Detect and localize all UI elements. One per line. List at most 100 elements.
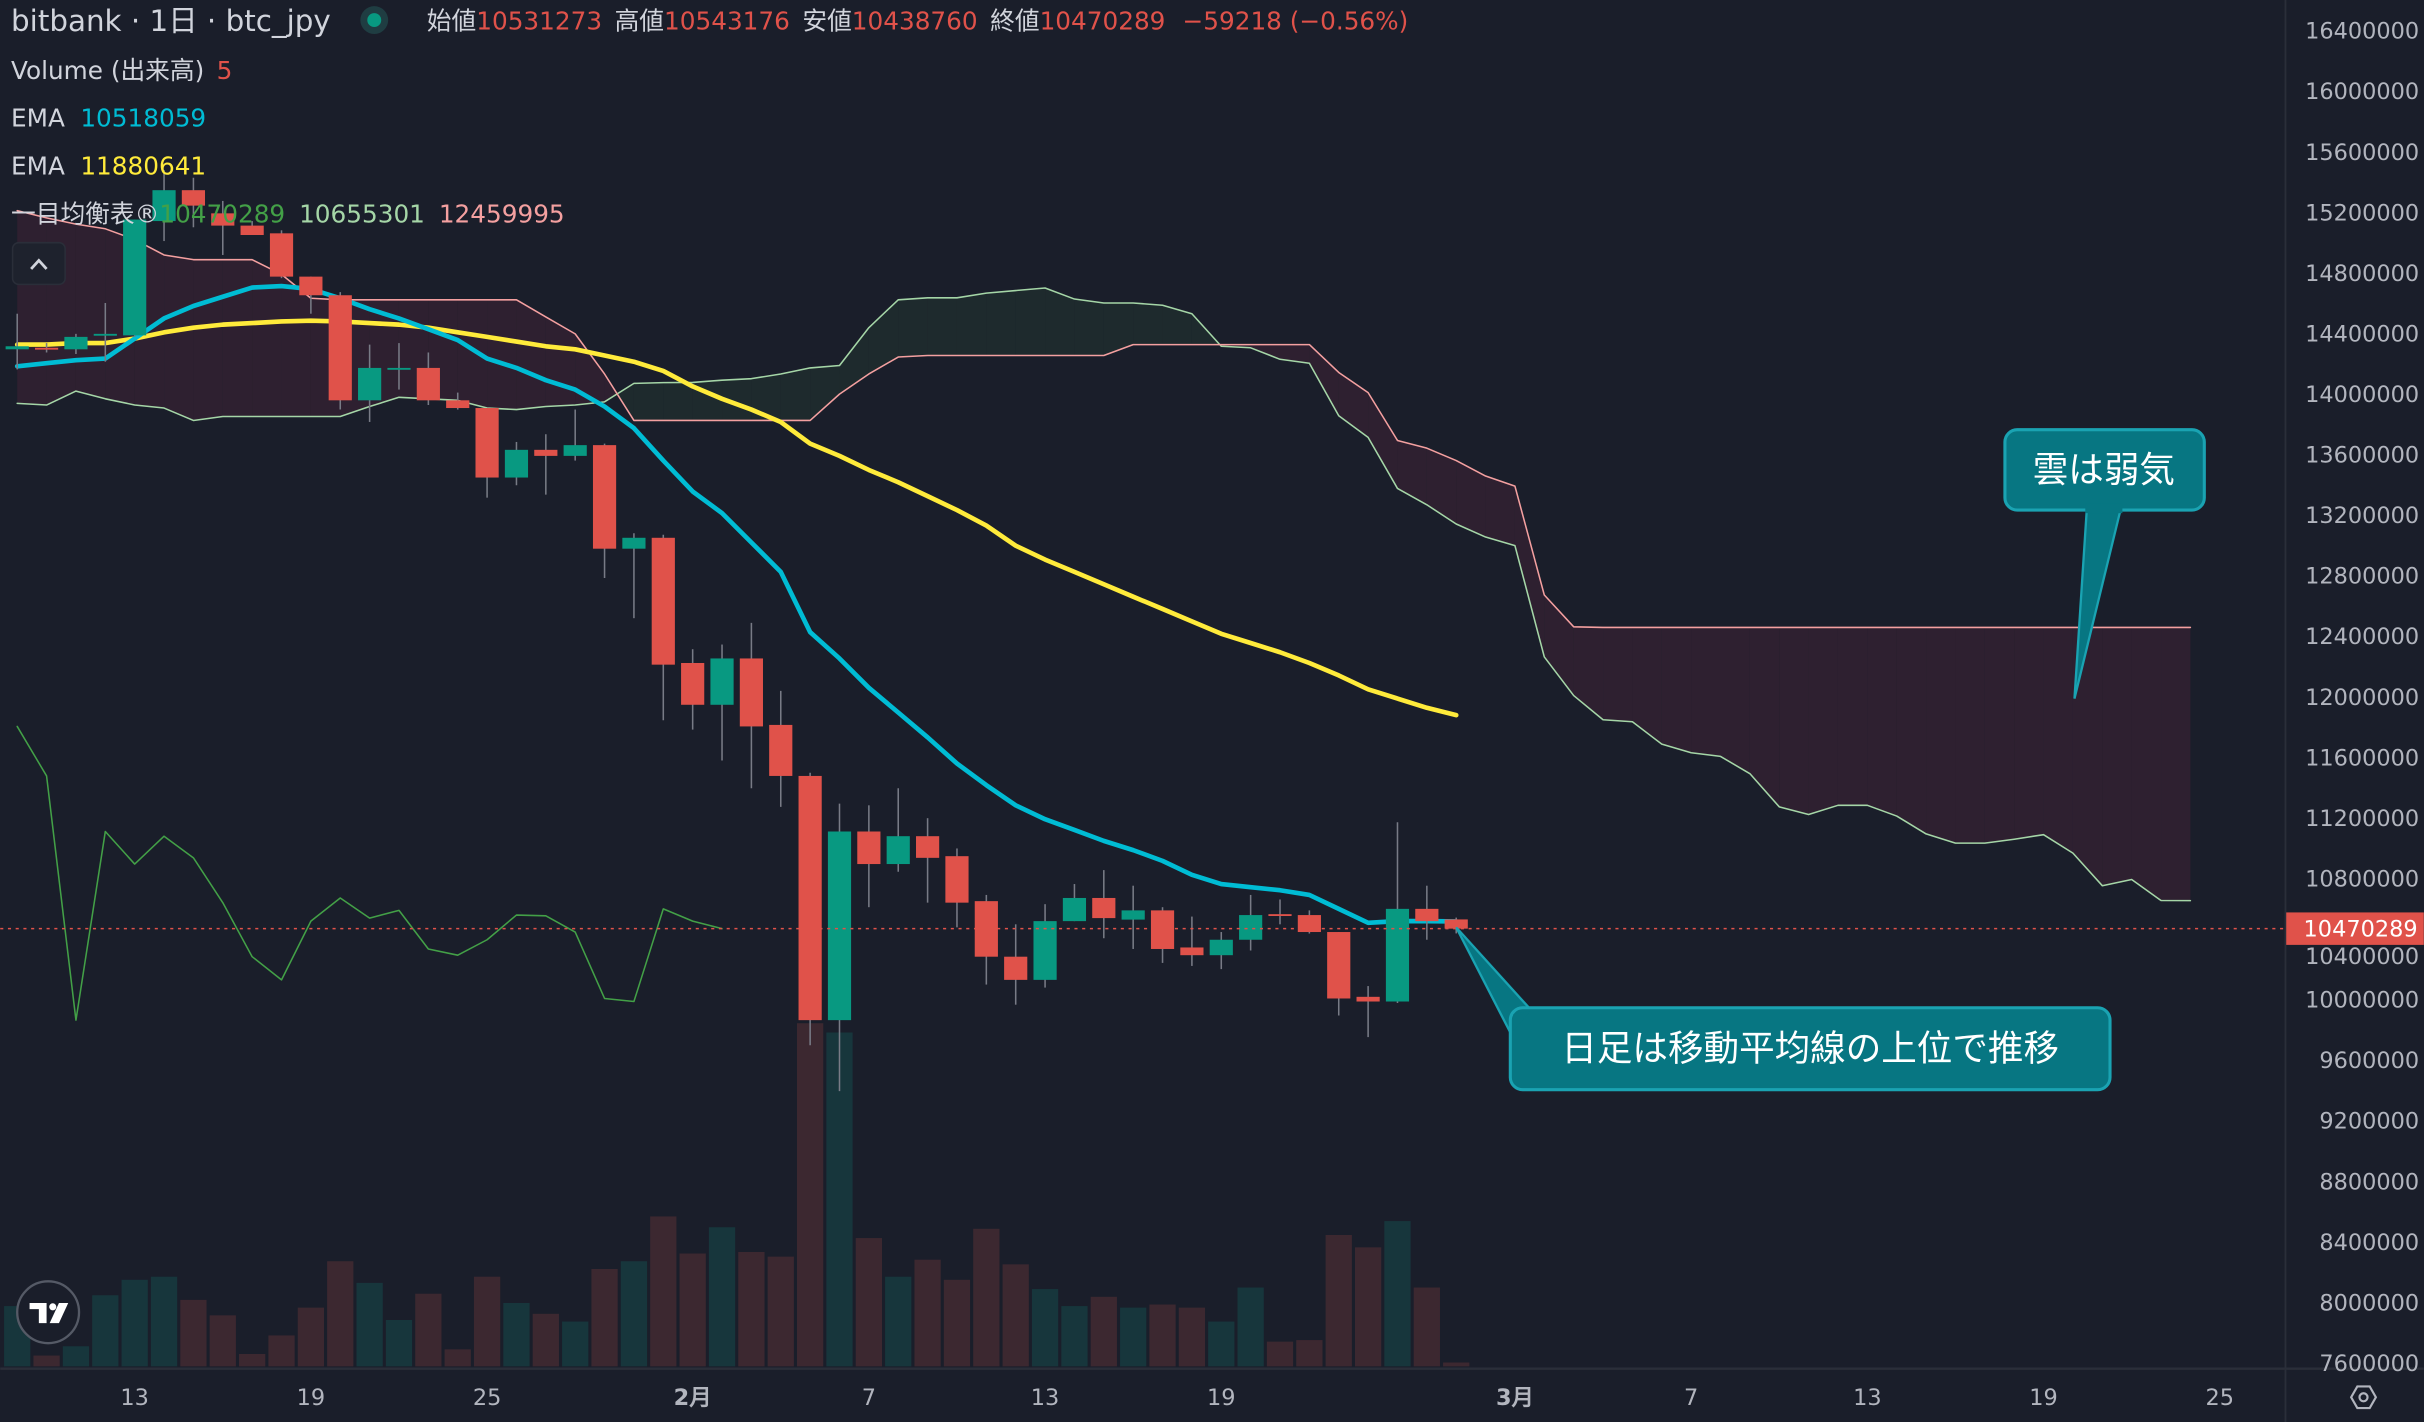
candle: [416, 352, 440, 406]
candle-body: [93, 333, 117, 336]
candle-body: [1444, 919, 1468, 929]
cloud-segment: [1749, 627, 1780, 807]
time-tick-label: 19: [2029, 1385, 2058, 1411]
candle: [592, 443, 617, 579]
chart-settings-button[interactable]: [2349, 1385, 2378, 1410]
candle-body: [916, 836, 940, 858]
low-value: 10438760: [852, 6, 978, 35]
candle: [1121, 885, 1145, 949]
cloud-segment: [1426, 448, 1457, 525]
volume-bar: [1031, 1289, 1059, 1367]
volume-bar: [1384, 1221, 1411, 1367]
candle-body: [416, 367, 440, 401]
volume-bar: [1178, 1307, 1206, 1367]
candle: [681, 649, 705, 730]
candle: [651, 534, 675, 721]
legend-ichimoku[interactable]: 一目均衡表®10470289 10655301 12459995: [11, 200, 565, 229]
change-value: −59218 (−0.56%): [1183, 6, 1409, 35]
volume-bar: [1120, 1307, 1147, 1367]
cloud-segment: [1544, 595, 1574, 696]
ema-label: EMA: [11, 104, 65, 133]
ema-label: EMA: [11, 152, 65, 181]
cloud-segment: [927, 297, 957, 356]
candle: [475, 408, 499, 498]
cloud-segment: [1896, 627, 1927, 834]
leading-span-a-line: [16, 287, 2192, 902]
market-status-dot[interactable]: [367, 13, 382, 28]
candle: [886, 788, 910, 872]
volume-bar: [297, 1307, 325, 1367]
volume-bar: [121, 1279, 148, 1367]
candle-body: [974, 901, 998, 957]
tradingview-logo[interactable]: [16, 1280, 81, 1345]
price-tick-label: 13200000: [2305, 503, 2419, 529]
time-tick-label: 7: [862, 1385, 876, 1411]
candle-body: [123, 219, 147, 336]
price-tick-label: 11200000: [2305, 806, 2419, 832]
candle-body: [5, 346, 29, 350]
volume-bar: [914, 1259, 941, 1367]
cloud-segment: [252, 259, 282, 417]
price-tick-label: 12800000: [2305, 564, 2419, 590]
volume-bar: [738, 1251, 765, 1367]
symbol-title[interactable]: bitbank · 1日 · btc_jpy: [11, 4, 331, 38]
candle-body: [1062, 897, 1087, 922]
leading-span-b-line: [16, 209, 2192, 629]
time-tick-label: 13: [1853, 1385, 1882, 1411]
candle: [1444, 917, 1468, 934]
time-tick-label: 25: [2206, 1385, 2235, 1411]
legend-ema-short[interactable]: EMA 10518059: [11, 104, 206, 133]
volume-bar: [473, 1276, 501, 1367]
cloud-segment: [780, 367, 811, 421]
price-tick-label: 15200000: [2305, 200, 2419, 226]
time-axis[interactable]: 13 19 25 2月 7 13 19 3月 7 13 19 25: [120, 1385, 2234, 1411]
candle-body: [1121, 910, 1145, 920]
candle-body: [1268, 914, 1292, 917]
candle-body: [269, 233, 294, 277]
candle-body: [504, 449, 529, 478]
volume-bar: [1296, 1340, 1323, 1367]
ema-long-line: [14, 318, 1459, 718]
cloud-segment: [487, 299, 517, 410]
candle: [358, 344, 382, 422]
logo-circle: [16, 1280, 81, 1345]
candle-body: [945, 856, 969, 903]
candle-body: [1415, 908, 1439, 922]
candle: [93, 302, 117, 362]
volume-bar: [92, 1295, 119, 1367]
price-tick-label: 12000000: [2305, 685, 2419, 711]
candle: [1004, 924, 1028, 1005]
cloud-segment: [898, 297, 928, 358]
cloud-segment: [1514, 486, 1545, 657]
price-tick-label: 8400000: [2319, 1230, 2419, 1256]
volume-bar: [1266, 1341, 1294, 1367]
volume-label: Volume (出来高): [11, 56, 204, 85]
collapse-legend-button[interactable]: [11, 241, 66, 286]
candle-body: [446, 400, 470, 409]
legend-volume[interactable]: Volume (出来高) 5: [11, 56, 232, 85]
cloud-segment: [1984, 627, 2015, 844]
ichimoku-cloud: [17, 210, 2191, 901]
callout-daily-above-ma[interactable]: 日足は移動平均線の上位で推移: [1455, 926, 2112, 1092]
volume-bar: [444, 1349, 471, 1367]
price-axis[interactable]: 16400000 16000000 15600000 15200000 14800000…: [2305, 19, 2419, 1377]
settings-gear-icon: [2349, 1385, 2378, 1410]
candle-body: [857, 831, 881, 865]
volume-bar: [239, 1353, 266, 1367]
cloud-segment: [2161, 627, 2191, 901]
candle: [5, 313, 29, 370]
callout-cloud-bearish[interactable]: 雲は弱気: [2003, 428, 2206, 699]
candle-body: [1239, 915, 1263, 940]
cloud-segment: [633, 382, 664, 421]
high-value: 10543176: [664, 6, 790, 35]
cloud-segment: [1103, 302, 1134, 356]
candle: [1356, 986, 1380, 1038]
volume-bar: [1208, 1321, 1235, 1367]
cloud-segment: [1397, 440, 1427, 505]
legend-ema-long[interactable]: EMA 11880641: [11, 152, 206, 181]
candle-body: [240, 225, 264, 235]
candle: [857, 805, 881, 908]
price-tick-label: 14000000: [2305, 382, 2419, 408]
time-tick-label: 19: [297, 1385, 326, 1411]
